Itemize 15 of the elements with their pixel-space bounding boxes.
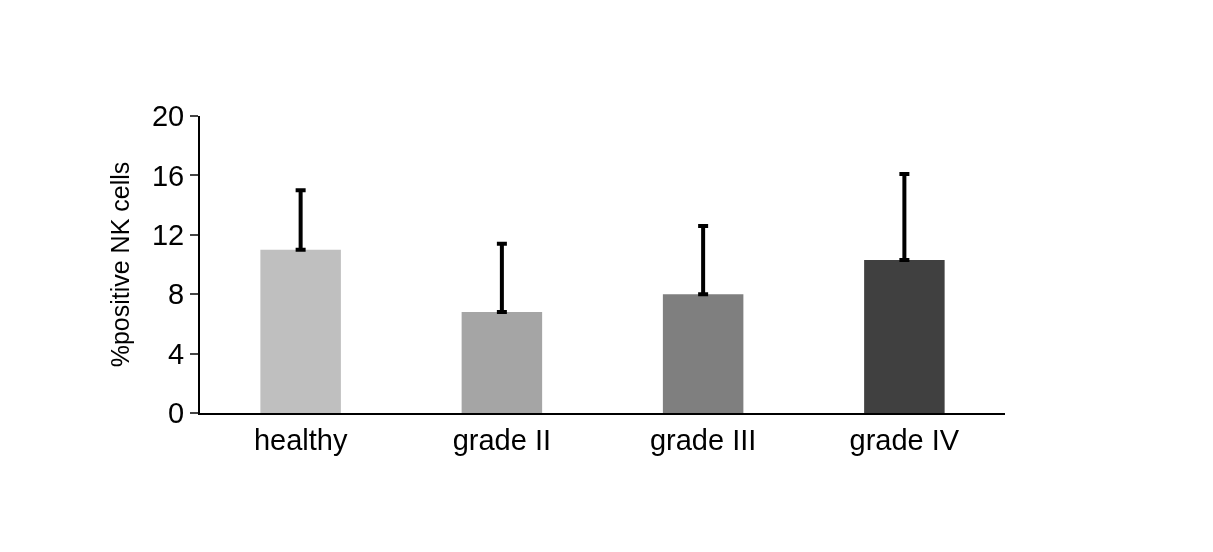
x-tick-label: grade IV: [849, 423, 960, 456]
y-axis-title: %positive NK cells: [106, 161, 135, 368]
x-tick-label: grade II: [452, 423, 552, 456]
bar: [662, 294, 744, 413]
y-tick-label: 0: [168, 397, 185, 430]
y-tick-label: 20: [151, 100, 185, 133]
bar: [260, 249, 341, 413]
y-tick-label: 12: [151, 218, 185, 251]
y-tick-label: 8: [168, 278, 185, 311]
bar: [864, 260, 945, 413]
y-tick-label: 4: [168, 337, 185, 370]
bar: [461, 312, 543, 413]
x-tick-label: healthy: [253, 423, 348, 456]
y-tick-label: 16: [151, 159, 185, 192]
x-tick-label: grade III: [649, 423, 757, 456]
